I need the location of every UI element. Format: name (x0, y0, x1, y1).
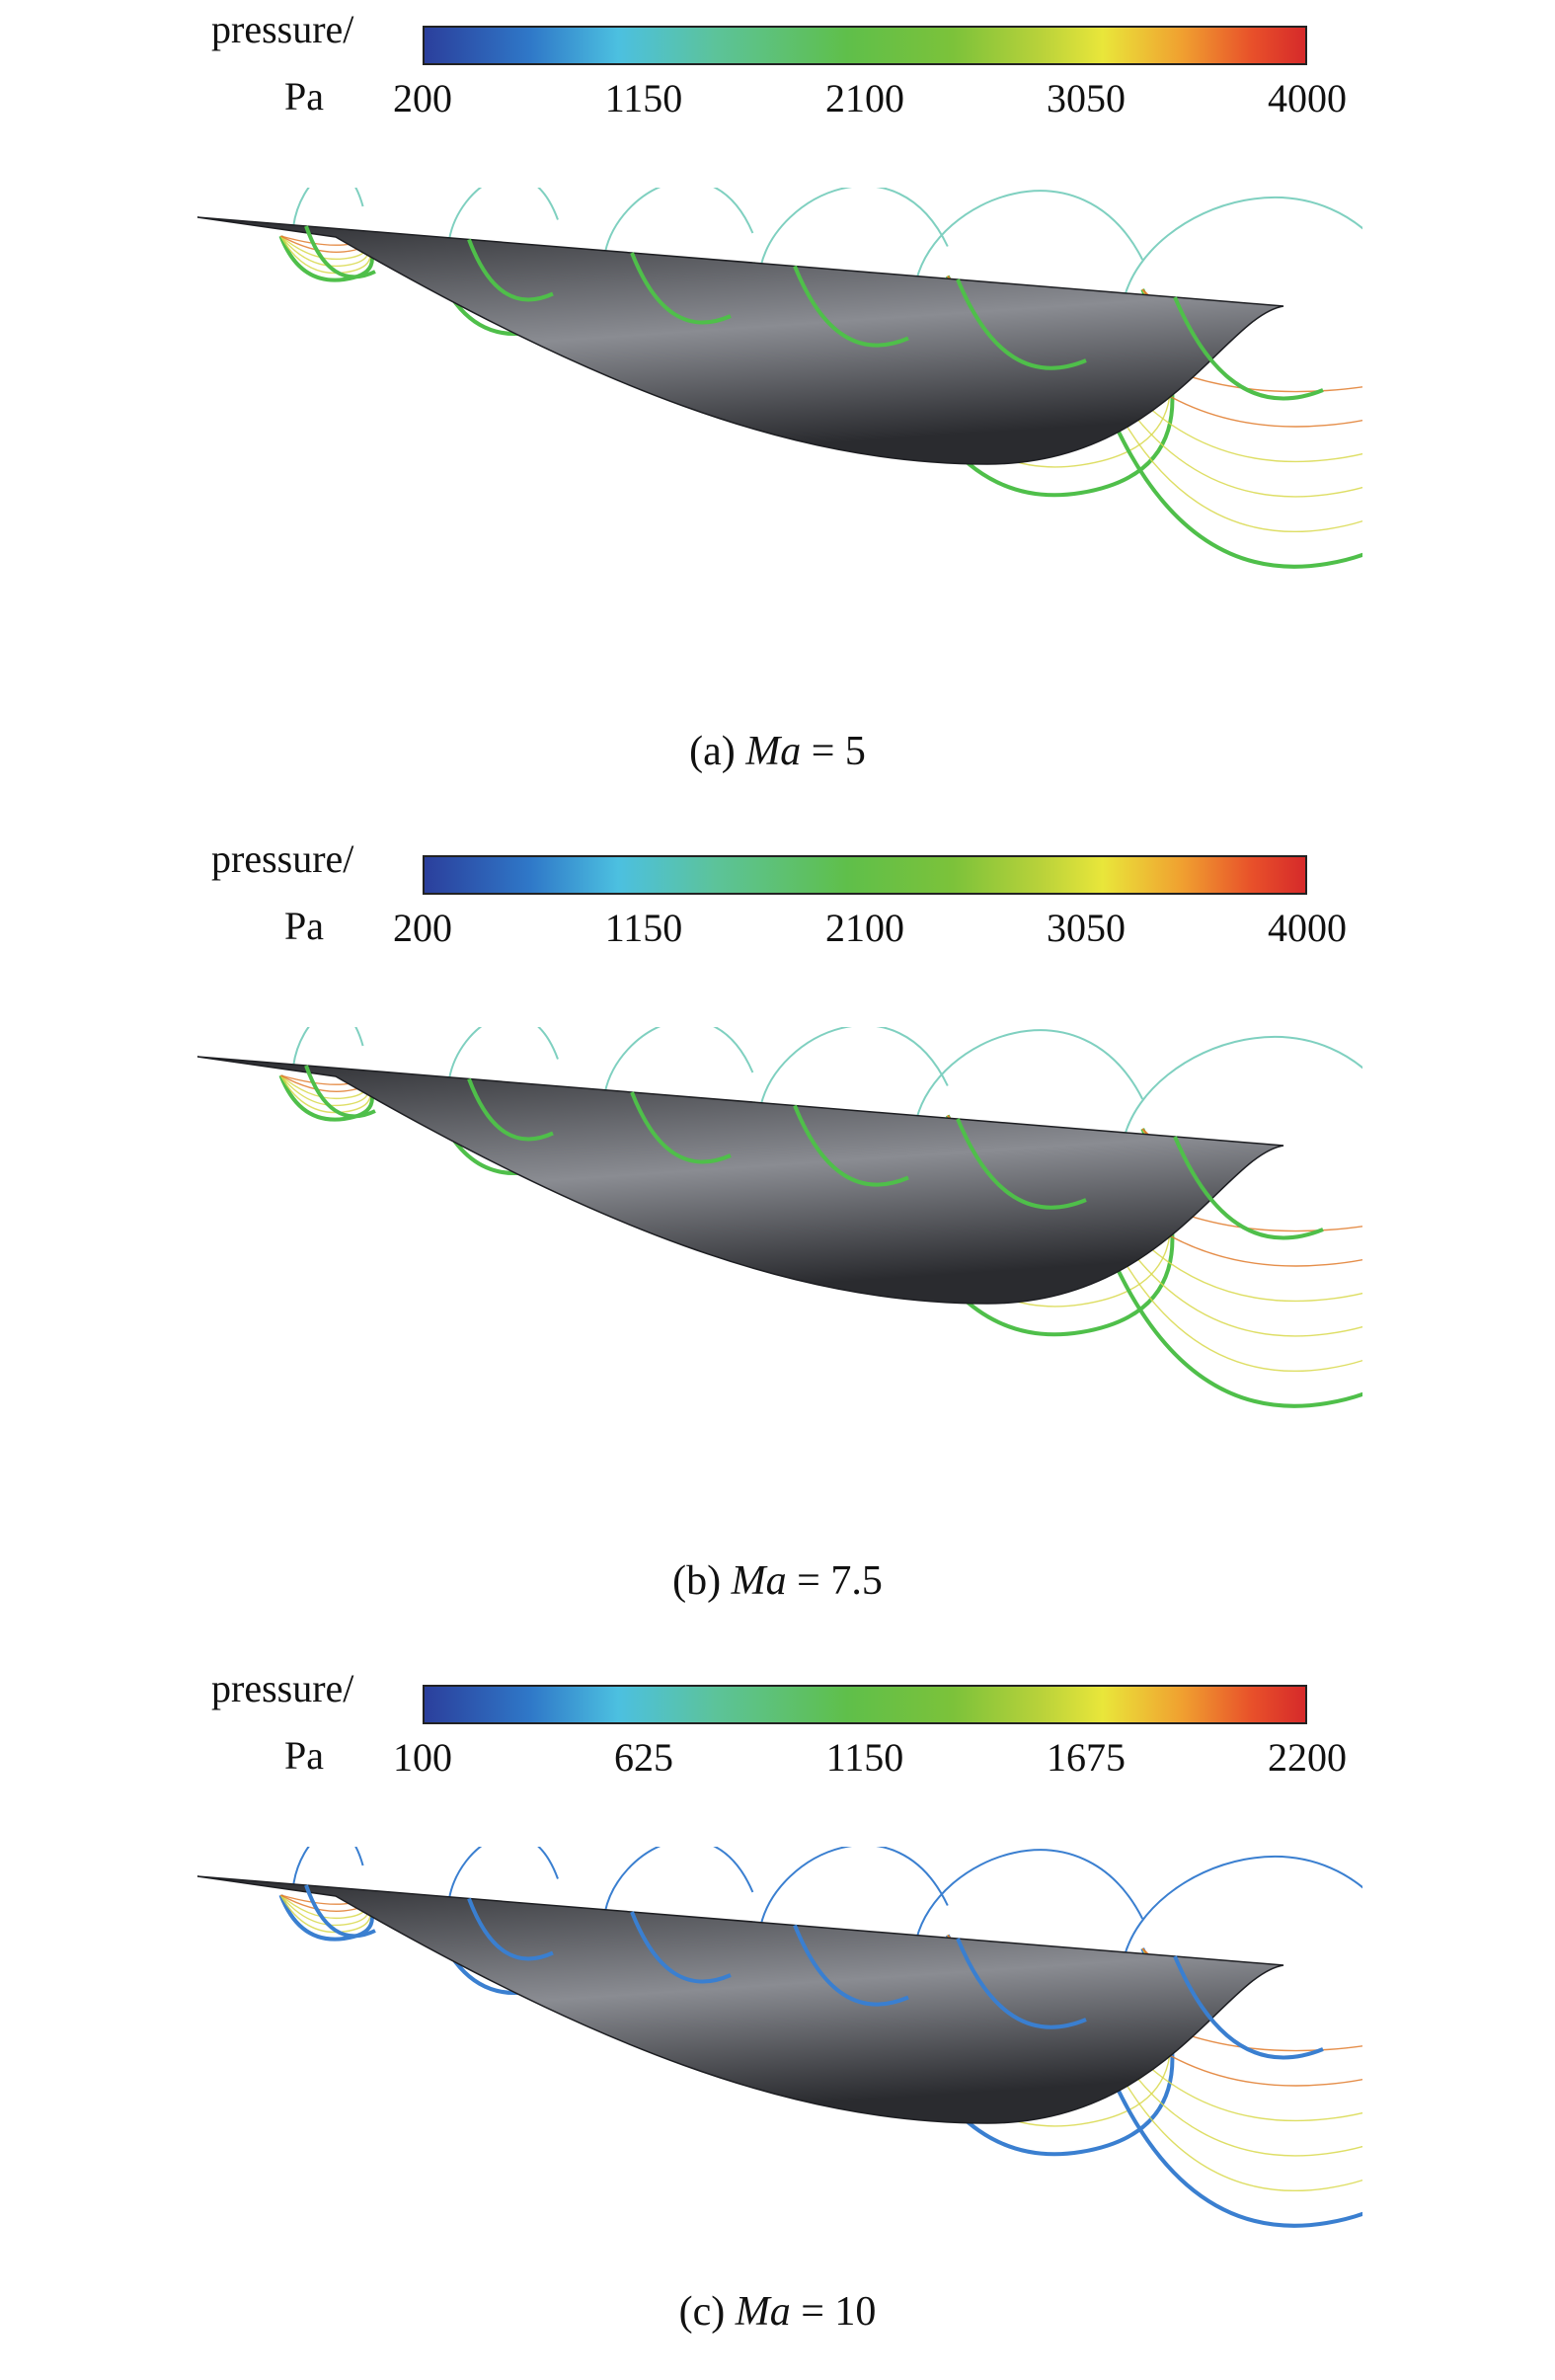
leading-edge-contour (793, 1924, 909, 2007)
caption-suffix: = 5 (801, 729, 866, 774)
colorbar-tick: 1150 (825, 1735, 904, 1780)
leading-edge-contour (467, 238, 554, 302)
caption-variable: Ma (735, 2289, 791, 2335)
colorbar (423, 855, 1307, 895)
colorbar-tick: 200 (393, 76, 452, 120)
colorbar-tick: 1150 (604, 906, 683, 950)
colorbar-tick: 1675 (1047, 1735, 1126, 1780)
colorbar-tick: 1150 (604, 76, 683, 120)
upper-shock-contour (915, 1029, 1144, 1120)
upper-shock-contour (759, 188, 949, 267)
section-contour (1071, 1146, 1362, 1408)
leading-edge-contour (630, 252, 732, 325)
colorbar-tick: 2100 (825, 906, 904, 950)
leading-edge-contour (1173, 296, 1324, 401)
caption-variable: Ma (731, 1558, 787, 1604)
leading-edge-contour (956, 1938, 1087, 2029)
waverider-group (196, 188, 1362, 569)
colorbar-label-line2: Pa (284, 1733, 324, 1778)
colorbar-tick: 100 (393, 1735, 452, 1780)
upper-shock-contour (1123, 1035, 1362, 1138)
colorbar-label-line1: pressure/ (211, 7, 354, 51)
waverider-body (196, 216, 1284, 465)
upper-shock-contour (292, 1847, 364, 1886)
figure-caption: (b) Ma = 7.5 (0, 1560, 1555, 1602)
upper-shock-contour (292, 188, 364, 227)
leading-edge-contour (630, 1911, 732, 1984)
leading-edge-contour (467, 1077, 554, 1142)
section-contour (1071, 1965, 1362, 2228)
colorbar-label-line1: pressure/ (211, 836, 354, 881)
upper-shock-contour (915, 1849, 1144, 1940)
colorbar-tick: 200 (393, 906, 452, 950)
caption-prefix: (b) (672, 1558, 732, 1604)
figure-caption: (a) Ma = 5 (0, 731, 1555, 772)
leading-edge-contour (793, 1104, 909, 1187)
leading-edge-contour (793, 265, 909, 348)
panel-b: pressure/ Pa 200 1150 2100 3050 4000 (b)… (0, 830, 1555, 1620)
section-contour (1072, 306, 1362, 533)
colorbar-tick: 3050 (1047, 906, 1126, 950)
colorbar-tick: 3050 (1047, 76, 1126, 120)
colorbar (423, 26, 1307, 65)
leading-edge-contour (1173, 1955, 1324, 2060)
leading-edge-contour (630, 1091, 732, 1164)
colorbar-label-line1: pressure/ (211, 1666, 354, 1710)
colorbar-tick: 2100 (825, 76, 904, 120)
section-contour (1071, 306, 1362, 569)
leading-edge-contour (956, 278, 1087, 370)
leading-edge-contour (304, 225, 376, 279)
leading-edge-contour (304, 1884, 376, 1939)
colorbar (423, 1685, 1307, 1724)
upper-shock-contour (448, 1847, 559, 1899)
upper-shock-contour (1123, 196, 1362, 298)
upper-shock-contour (603, 1027, 754, 1093)
upper-shock-contour (759, 1027, 949, 1106)
waverider-group (196, 1027, 1362, 1408)
contour-visualization (196, 1847, 1362, 2228)
colorbar-tick: 4000 (1268, 76, 1347, 120)
caption-prefix: (a) (689, 729, 746, 774)
waverider-body (196, 1056, 1284, 1305)
caption-suffix: = 10 (790, 2289, 877, 2335)
caption-prefix: (c) (678, 2289, 736, 2335)
colorbar-label-line2: Pa (284, 74, 324, 119)
caption-variable: Ma (745, 729, 802, 774)
upper-shock-contour (759, 1847, 949, 1926)
panel-c: pressure/ Pa 100 625 1150 1675 2200 (c) … (0, 1659, 1555, 2364)
upper-shock-contour (1123, 1855, 1362, 1957)
figure-caption: (c) Ma = 10 (0, 2291, 1555, 2333)
upper-shock-contour (292, 1027, 364, 1067)
contour-visualization (196, 1027, 1362, 1408)
upper-shock-contour (448, 188, 559, 240)
colorbar-tick: 4000 (1268, 906, 1347, 950)
upper-shock-contour (448, 1027, 559, 1079)
section-contour (1072, 1965, 1362, 2192)
colorbar-tick: 2200 (1268, 1735, 1347, 1780)
upper-shock-contour (603, 188, 754, 254)
upper-shock-contour (915, 190, 1144, 280)
caption-suffix: = 7.5 (786, 1558, 883, 1604)
colorbar-label-line2: Pa (284, 904, 324, 948)
section-contour (1072, 1146, 1362, 1373)
colorbar-tick: 625 (614, 1735, 673, 1780)
panel-a: pressure/ Pa 200 1150 2100 3050 4000 (a)… (0, 0, 1555, 790)
leading-edge-contour (304, 1065, 376, 1119)
leading-edge-contour (467, 1897, 554, 1961)
upper-shock-contour (603, 1847, 754, 1913)
waverider-body (196, 1875, 1284, 2124)
waverider-group (196, 1847, 1362, 2228)
leading-edge-contour (1173, 1136, 1324, 1240)
leading-edge-contour (956, 1118, 1087, 1210)
contour-visualization (196, 188, 1362, 569)
